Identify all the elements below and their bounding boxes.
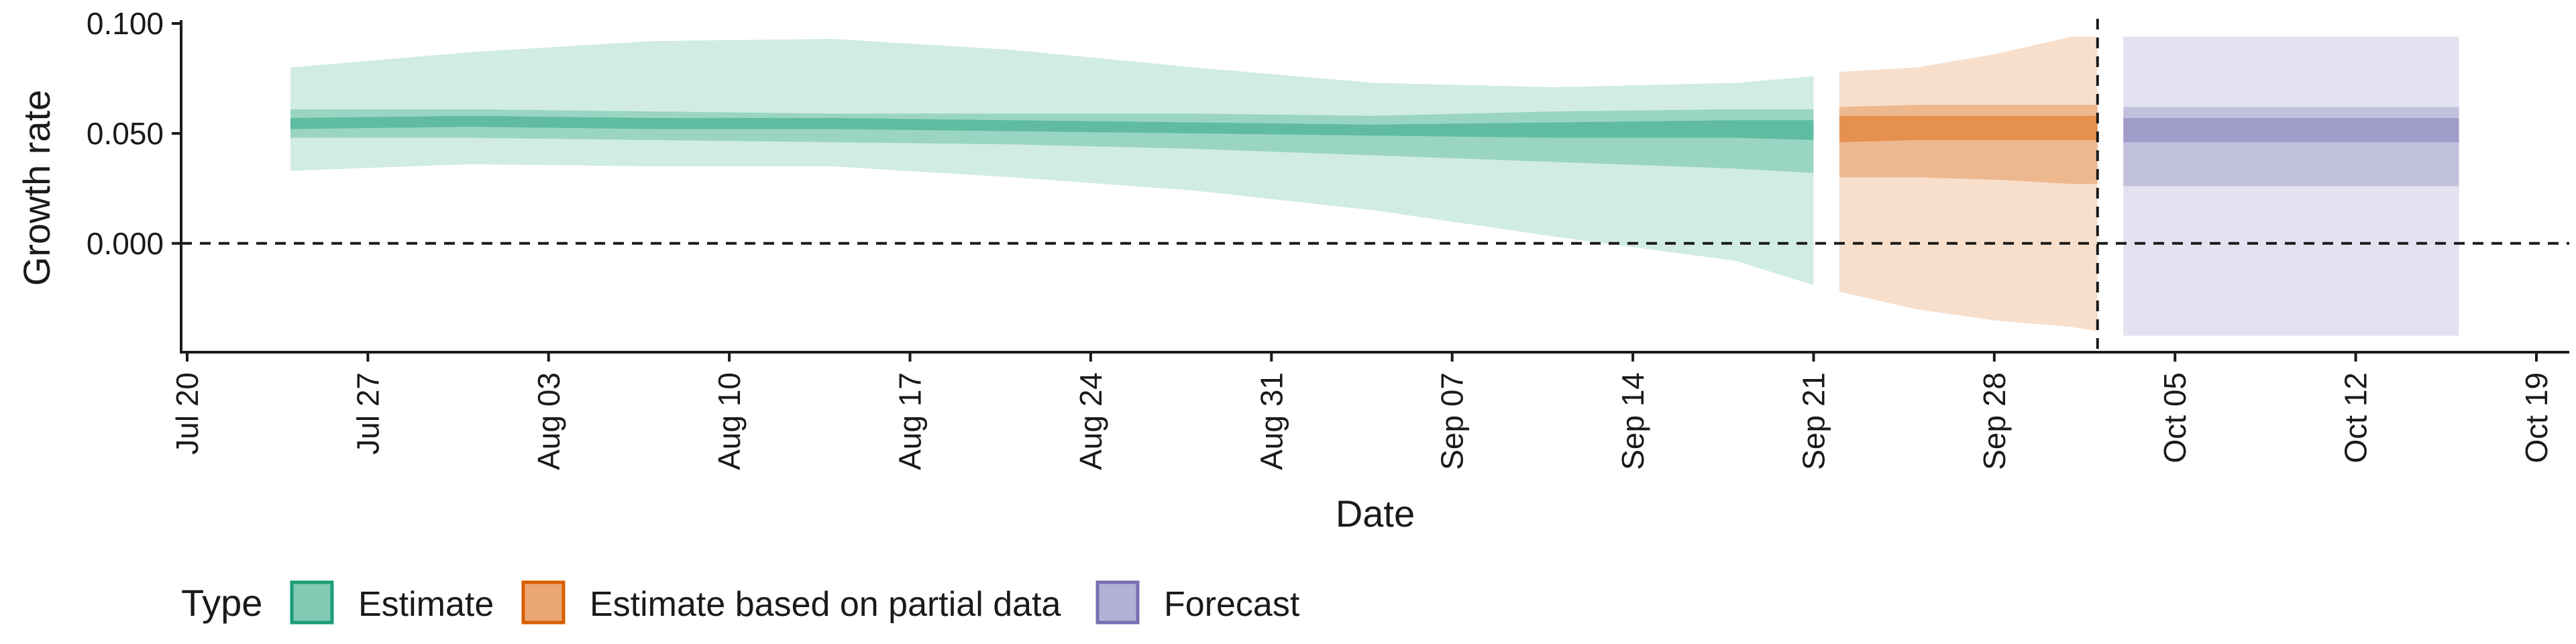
forecast-mid-band	[2123, 107, 2459, 186]
legend-label: Estimate based on partial data	[590, 585, 1061, 624]
x-tick-label: Jul 20	[170, 372, 205, 455]
x-tick-label: Aug 31	[1254, 372, 1289, 470]
legend-item-estimate-based-on-partial-data: Estimate based on partial data	[521, 580, 1061, 625]
estimate-outer-band	[290, 38, 1814, 286]
legend-item-estimate: Estimate	[290, 580, 494, 625]
x-tick-label: Aug 03	[531, 372, 566, 470]
x-tick-label: Aug 10	[712, 372, 747, 470]
estimate-based-on-partial-data-mid-band	[1839, 105, 2098, 184]
legend-label: Estimate	[358, 585, 494, 624]
legend-swatch	[1095, 580, 1140, 625]
forecast-outer-band	[2123, 36, 2459, 336]
x-tick-label: Aug 24	[1073, 372, 1108, 470]
legend-swatch	[521, 580, 566, 625]
forecast-inner-band	[2123, 117, 2459, 142]
estimate-mid-band	[290, 109, 1814, 173]
x-tick-label: Aug 17	[893, 372, 928, 470]
estimate-based-on-partial-data-outer-band	[1839, 36, 2098, 331]
x-tick-label: Sep 21	[1796, 372, 1831, 470]
legend: Type Estimate Estimate based on partial d…	[181, 580, 1300, 625]
x-tick-label: Sep 14	[1615, 372, 1650, 470]
legend-item-forecast: Forecast	[1095, 580, 1300, 625]
y-tick-label: 0.100	[87, 6, 164, 41]
x-tick-label: Oct 05	[2157, 372, 2192, 464]
estimate-based-on-partial-data-inner-band	[1839, 115, 2098, 142]
y-tick-label: 0.050	[87, 116, 164, 151]
legend-swatch	[290, 580, 334, 625]
x-tick-label: Oct 12	[2339, 372, 2373, 464]
band-layer	[290, 36, 2459, 336]
legend-title: Type	[181, 582, 262, 624]
reference-lines	[181, 19, 2569, 352]
estimate-inner-band	[290, 115, 1814, 140]
y-tick-label: 0.000	[87, 226, 164, 261]
legend-label: Forecast	[1164, 585, 1300, 624]
x-tick-label: Jul 27	[350, 372, 385, 455]
x-tick-label: Oct 19	[2519, 372, 2554, 464]
x-tick-label: Sep 07	[1435, 372, 1470, 470]
y-axis-title: Growth rate	[15, 90, 58, 286]
x-tick-label: Sep 28	[1977, 372, 2012, 470]
x-axis-title: Date	[1336, 492, 1415, 535]
axes: 0.000 0.050 0.100 Jul 20 Jul 27 Aug 03 Aug 10 A…	[87, 6, 2569, 470]
